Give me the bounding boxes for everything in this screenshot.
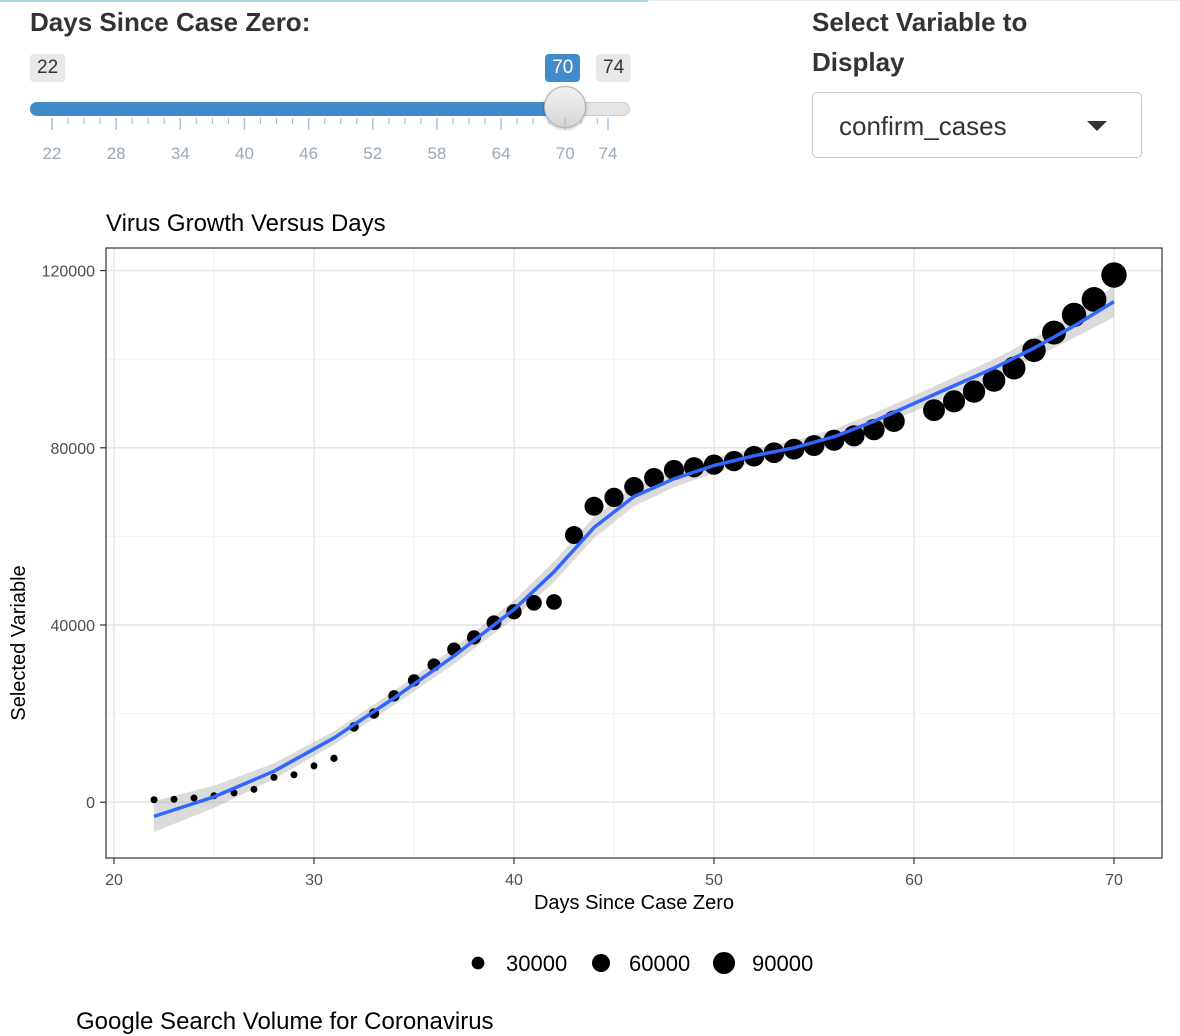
- data-point: [190, 794, 198, 802]
- data-point: [1061, 302, 1087, 328]
- data-point: [604, 487, 624, 508]
- legend-label: 60000: [629, 951, 690, 976]
- x-tick-label: 20: [105, 872, 123, 889]
- plot-panel: [105, 247, 1163, 859]
- slider-tick-label: 52: [363, 144, 382, 163]
- slider-fill: [30, 102, 566, 116]
- days-slider-label: Days Since Case Zero:: [30, 7, 311, 37]
- y-tick-label: 0: [86, 795, 95, 812]
- data-point: [624, 476, 644, 497]
- data-point: [310, 762, 318, 770]
- legend-key: [591, 953, 611, 973]
- x-tick-label: 30: [305, 872, 323, 889]
- legend-label: 90000: [752, 951, 813, 976]
- x-tick-label: 70: [1105, 872, 1123, 889]
- data-point: [644, 467, 664, 488]
- slider-value-badge: 70: [545, 54, 581, 82]
- data-point: [923, 399, 945, 422]
- slider-tick-label: 46: [299, 144, 318, 163]
- x-tick-label: 50: [705, 872, 723, 889]
- x-tick-label: 60: [905, 872, 923, 889]
- slider-tick-label: 74: [599, 144, 618, 163]
- data-point: [1081, 286, 1107, 312]
- y-axis-label: Selected Variable: [8, 565, 30, 720]
- y-tick-label: 120000: [42, 264, 95, 281]
- virus-growth-chart: Virus Growth Versus Days Days Since Case…: [8, 210, 1163, 976]
- data-point: [584, 496, 604, 516]
- slider-tick-label: 22: [43, 144, 62, 163]
- slider-tick-label: 34: [171, 144, 190, 163]
- legend-key: [712, 951, 736, 975]
- variable-select-label: Select Variable to Display: [812, 7, 1028, 77]
- slider-tick-label: 40: [235, 144, 254, 163]
- slider-max-badge: 74: [596, 54, 632, 82]
- data-point: [250, 785, 258, 793]
- top-border-right: [648, 0, 1180, 1]
- data-point: [982, 369, 1006, 392]
- data-point: [526, 595, 542, 611]
- data-point: [942, 390, 966, 413]
- panel-border: [105, 247, 1163, 859]
- slider-min-badge: 22: [30, 54, 66, 82]
- data-point: [663, 459, 685, 481]
- top-border: [0, 0, 648, 2]
- data-point: [546, 594, 562, 610]
- data-point: [270, 773, 278, 781]
- data-point: [230, 789, 238, 797]
- slider-tick-label: 70: [556, 144, 575, 163]
- slider-tick-label: 28: [107, 144, 126, 163]
- slider-tick-label: 64: [492, 144, 511, 163]
- slider-ticks: 22 28 34 40 46 52 58 64 70 74: [43, 118, 618, 163]
- legend-key: [471, 956, 485, 970]
- chart-title: Virus Growth Versus Days: [106, 210, 386, 237]
- y-tick-label: 40000: [51, 618, 96, 635]
- slider-tick-label: 58: [427, 144, 446, 163]
- x-axis-label: Days Since Case Zero: [534, 892, 734, 914]
- chevron-down-icon[interactable]: [1087, 121, 1107, 131]
- variable-select-value: confirm_cases: [839, 111, 1007, 141]
- fit-line: [153, 300, 1115, 819]
- data-point: [962, 380, 986, 403]
- size-legend: 30000 60000 90000: [471, 951, 813, 976]
- data-point: [330, 754, 338, 762]
- data-point: [290, 771, 298, 779]
- data-point: [170, 795, 178, 803]
- next-chart-title: Google Search Volume for Coronavirus: [76, 1008, 494, 1035]
- legend-label: 30000: [506, 951, 567, 976]
- y-tick-label: 80000: [51, 441, 96, 458]
- data-point: [564, 526, 584, 545]
- panel-background: [106, 248, 1162, 858]
- data-point: [466, 630, 482, 645]
- x-tick-label: 40: [505, 872, 523, 889]
- data-point: [150, 796, 158, 804]
- variable-select[interactable]: confirm_cases: [812, 92, 1142, 158]
- data-point: [1101, 262, 1127, 288]
